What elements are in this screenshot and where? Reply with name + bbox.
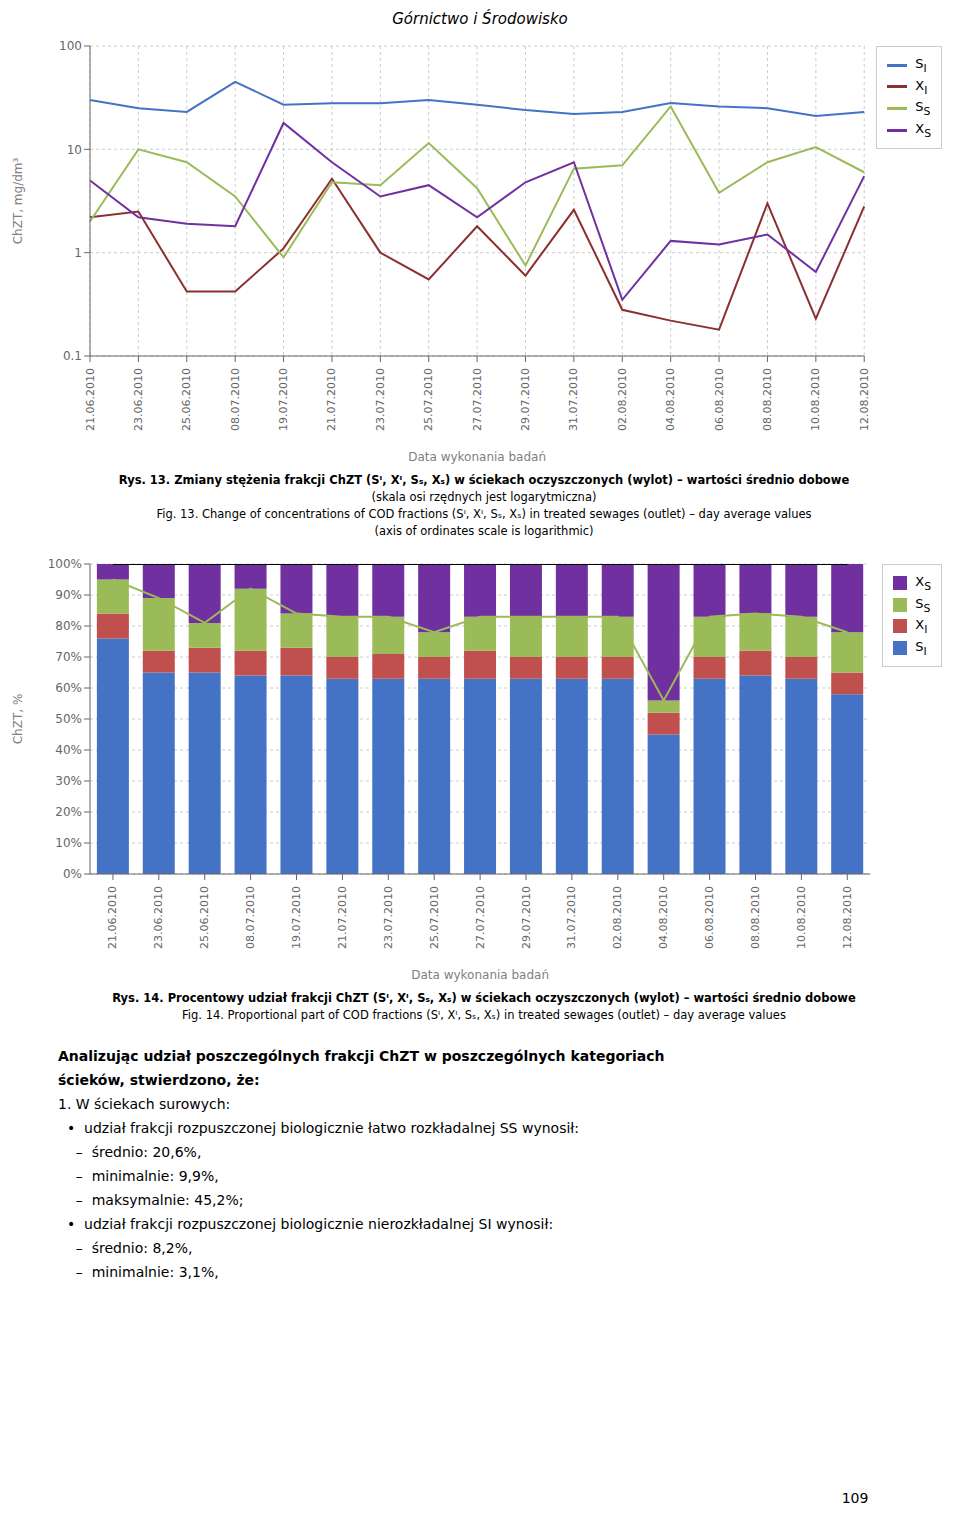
html-text:(axis of ordinates scale is lo: (axis of ordinates scale is logarithmic) bbox=[374, 524, 594, 538]
html-text:Fig. 14. Proportional part of: Fig. 14. Proportional part of COD fracti… bbox=[182, 1008, 786, 1022]
svg-text:10.08.2010: 10.08.2010 bbox=[809, 368, 822, 431]
svg-text:40%: 40% bbox=[55, 743, 82, 757]
html-text:XI: XI bbox=[915, 77, 928, 97]
html-text:Rys. 14. Procentowy udział fra: Rys. 14. Procentowy udział frakcji ChZT … bbox=[112, 991, 856, 1005]
html-text:SS: SS bbox=[915, 595, 931, 615]
svg-text:10: 10 bbox=[67, 143, 82, 157]
svg-text:25.07.2010: 25.07.2010 bbox=[428, 886, 441, 949]
svg-text:31.07.2010: 31.07.2010 bbox=[567, 368, 580, 431]
svg-text:20%: 20% bbox=[55, 805, 82, 819]
svg-text:19.07.2010: 19.07.2010 bbox=[290, 886, 303, 949]
svg-text:100%: 100% bbox=[48, 557, 82, 571]
svg-text:27.07.2010: 27.07.2010 bbox=[474, 886, 487, 949]
svg-text:29.07.2010: 29.07.2010 bbox=[519, 368, 532, 431]
svg-text:80%: 80% bbox=[55, 619, 82, 633]
svg-text:90%: 90% bbox=[55, 588, 82, 602]
html-text:ścieków, stwierdzono, że:: ścieków, stwierdzono, że: bbox=[58, 1072, 260, 1088]
html-text:SI: SI bbox=[915, 638, 927, 658]
html-text:– minimalnie: 9,9%,: – minimalnie: 9,9%, bbox=[58, 1168, 219, 1184]
html-text:1. W ściekach surowych:: 1. W ściekach surowych: bbox=[58, 1096, 231, 1112]
svg-text:100: 100 bbox=[59, 39, 82, 53]
svg-text:08.07.2010: 08.07.2010 bbox=[244, 886, 257, 949]
html-text:Fig. 13. Change of concentrati: Fig. 13. Change of concentrations of COD… bbox=[156, 507, 812, 521]
svg-text:27.07.2010: 27.07.2010 bbox=[471, 368, 484, 431]
html-text:• udział frakcji rozpuszczonej: • udział frakcji rozpuszczonej biologicz… bbox=[58, 1120, 579, 1136]
svg-text:0%: 0% bbox=[63, 867, 82, 881]
svg-text:06.08.2010: 06.08.2010 bbox=[703, 886, 716, 949]
html-text:– średnio: 20,6%,: – średnio: 20,6%, bbox=[58, 1144, 202, 1160]
html-text:– średnio: 8,2%,: – średnio: 8,2%, bbox=[58, 1240, 193, 1256]
svg-text:ChZT, mg/dm³: ChZT, mg/dm³ bbox=[11, 158, 25, 245]
svg-text:21.06.2010: 21.06.2010 bbox=[84, 368, 97, 431]
svg-text:10.08.2010: 10.08.2010 bbox=[795, 886, 808, 949]
svg-text:Data wykonania badań: Data wykonania badań bbox=[408, 450, 546, 464]
svg-text:Data wykonania badań: Data wykonania badań bbox=[411, 968, 549, 982]
svg-text:25.07.2010: 25.07.2010 bbox=[422, 368, 435, 431]
html-text:XS: XS bbox=[915, 574, 931, 593]
svg-text:02.08.2010: 02.08.2010 bbox=[611, 886, 624, 949]
svg-text:06.08.2010: 06.08.2010 bbox=[713, 368, 726, 431]
svg-text:08.08.2010: 08.08.2010 bbox=[749, 886, 762, 949]
svg-text:21.07.2010: 21.07.2010 bbox=[325, 368, 338, 431]
html-text:109: 109 bbox=[841, 1490, 869, 1506]
html-text:Rys. 13. Zmiany stężenia frakc: Rys. 13. Zmiany stężenia frakcji ChZT (S… bbox=[118, 473, 850, 487]
svg-text:29.07.2010: 29.07.2010 bbox=[520, 886, 533, 949]
svg-text:23.06.2010: 23.06.2010 bbox=[132, 368, 145, 431]
html-text:Analizując udział poszczególny: Analizując udział poszczególnych frakcji… bbox=[58, 1048, 665, 1064]
svg-text:08.08.2010: 08.08.2010 bbox=[761, 368, 774, 431]
html-text:• udział frakcji rozpuszczonej: • udział frakcji rozpuszczonej biologicz… bbox=[58, 1216, 554, 1232]
svg-text:70%: 70% bbox=[55, 650, 82, 664]
svg-text:0.1: 0.1 bbox=[63, 349, 82, 363]
svg-text:31.07.2010: 31.07.2010 bbox=[565, 886, 578, 949]
svg-text:30%: 30% bbox=[55, 774, 82, 788]
svg-text:60%: 60% bbox=[55, 681, 82, 695]
svg-text:25.06.2010: 25.06.2010 bbox=[198, 886, 211, 949]
html-text:SS: SS bbox=[915, 99, 931, 118]
svg-text:12.08.2010: 12.08.2010 bbox=[841, 886, 854, 949]
html-text:SI: SI bbox=[915, 56, 927, 75]
svg-text:25.06.2010: 25.06.2010 bbox=[180, 368, 193, 431]
svg-text:12.08.2010: 12.08.2010 bbox=[858, 368, 871, 431]
svg-text:21.06.2010: 21.06.2010 bbox=[106, 886, 119, 949]
html-text:– minimalnie: 3,1%,: – minimalnie: 3,1%, bbox=[58, 1264, 219, 1280]
html-text:– maksymalnie: 45,2%;: – maksymalnie: 45,2%; bbox=[58, 1192, 244, 1208]
svg-text:04.08.2010: 04.08.2010 bbox=[657, 886, 670, 949]
svg-text:08.07.2010: 08.07.2010 bbox=[229, 368, 242, 431]
svg-text:02.08.2010: 02.08.2010 bbox=[616, 368, 629, 431]
svg-text:19.07.2010: 19.07.2010 bbox=[277, 368, 290, 431]
html-text:XI: XI bbox=[915, 617, 928, 636]
svg-text:50%: 50% bbox=[55, 712, 82, 726]
svg-text:23.06.2010: 23.06.2010 bbox=[152, 886, 165, 949]
svg-text:23.07.2010: 23.07.2010 bbox=[382, 886, 395, 949]
html-text:XS: XS bbox=[915, 120, 931, 140]
svg-text:10%: 10% bbox=[55, 836, 82, 850]
svg-text:ChZT, %: ChZT, % bbox=[11, 694, 25, 745]
svg-text:21.07.2010: 21.07.2010 bbox=[336, 886, 349, 949]
html-text:Górnictwo i Środowisko: Górnictwo i Środowisko bbox=[392, 10, 568, 28]
html-text:(skala osi rzędnych jest logar: (skala osi rzędnych jest logarytmiczna) bbox=[371, 490, 597, 504]
svg-text:23.07.2010: 23.07.2010 bbox=[374, 368, 387, 431]
svg-text:04.08.2010: 04.08.2010 bbox=[664, 368, 677, 431]
svg-text:1: 1 bbox=[74, 246, 82, 260]
